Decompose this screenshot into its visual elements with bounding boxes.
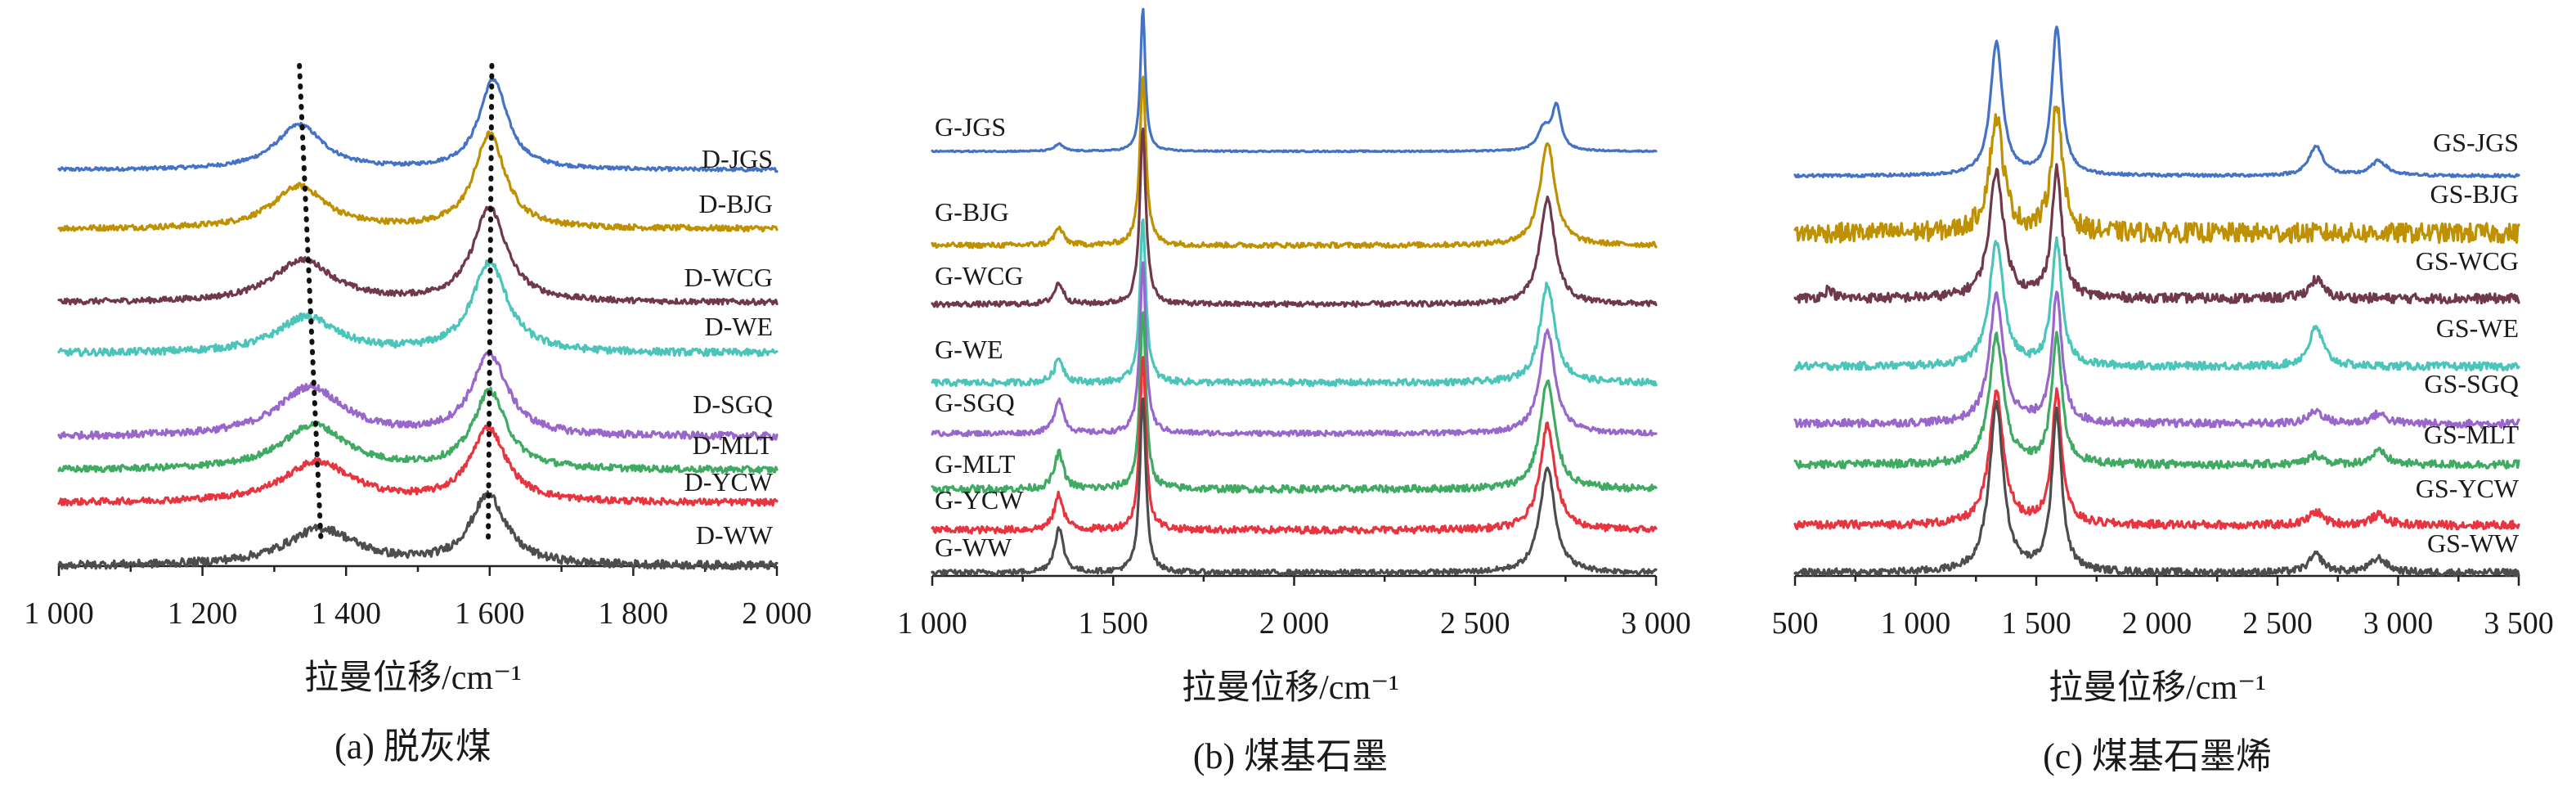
series-label-d-we: D-WE — [704, 312, 773, 341]
x-tick-label: 1 500 — [2001, 606, 2071, 641]
series-label-g-jgs: G-JGS — [935, 112, 1006, 142]
series-line-gs-mlt — [1793, 331, 2520, 470]
series-label-d-wcg: D-WCG — [684, 263, 773, 292]
series-line-d-wcg — [57, 205, 779, 307]
x-tick-label: 2 000 — [1259, 606, 1330, 641]
series-line-g-sgq — [931, 261, 1658, 438]
x-axis-title: 拉曼位移/cm⁻¹ — [1182, 668, 1399, 707]
series-line-gs-ww — [1793, 400, 2520, 578]
x-tick-label: 1 000 — [24, 596, 94, 631]
x-tick-label: 500 — [1772, 606, 1819, 641]
x-tick-label: 1 000 — [897, 606, 967, 641]
x-tick-label: 2 000 — [742, 596, 812, 631]
series-line-gs-wcg — [1793, 163, 2520, 305]
series-label-gs-bjg: GS-BJG — [2430, 179, 2519, 209]
series-line-gs-sgq — [1793, 290, 2520, 429]
series-line-d-ycw — [57, 425, 779, 507]
series-line-d-jgs — [57, 78, 779, 173]
x-tick-label: 1 400 — [311, 596, 381, 631]
series-label-g-sgq: G-SGQ — [935, 388, 1015, 417]
panel-caption: (b) 煤基石墨 — [1193, 736, 1388, 776]
g-band-guide-line — [486, 63, 495, 542]
series-line-g-ww — [931, 397, 1658, 577]
series-label-gs-jgs: GS-JGS — [2433, 128, 2519, 157]
d-band-guide-line — [297, 63, 324, 542]
x-tick-label: 3 000 — [2363, 606, 2434, 641]
series-label-d-ycw: D-YCW — [684, 467, 774, 497]
series-label-d-sgq: D-SGQ — [693, 389, 773, 419]
series-label-gs-we: GS-WE — [2436, 313, 2519, 343]
series-line-g-mlt — [931, 311, 1658, 494]
x-tick-label: 2 500 — [2242, 606, 2313, 641]
series-label-d-ww: D-WW — [696, 520, 774, 550]
series-label-g-mlt: G-MLT — [935, 449, 1016, 479]
panel-a: 1 000 1 200 1 400 1 600 1 800 2 000 拉曼位移/cm⁻¹ (… — [24, 63, 812, 767]
series-label-g-we: G-WE — [935, 335, 1003, 364]
x-axis-title: 拉曼位移/cm⁻¹ — [304, 659, 522, 697]
series-line-gs-jgs — [1793, 25, 2520, 179]
x-tick-label: 1 800 — [599, 596, 669, 631]
series-line-d-sgq — [57, 351, 779, 441]
series-line-gs-bjg — [1793, 106, 2520, 245]
series-label-gs-mlt: GS-MLT — [2424, 420, 2520, 449]
series-line-d-we — [57, 259, 779, 358]
x-tick-label: 1 500 — [1079, 606, 1149, 641]
series-label-d-jgs: D-JGS — [702, 144, 773, 173]
series-line-d-mlt — [57, 386, 779, 474]
x-tick-label: 2 500 — [1440, 606, 1510, 641]
series-line-g-we — [931, 218, 1658, 388]
x-tick-label: 1 000 — [1881, 606, 1951, 641]
series-line-g-ycw — [931, 356, 1658, 535]
series-label-gs-ycw: GS-YCW — [2416, 474, 2520, 503]
x-tick-label: 1 600 — [455, 596, 525, 631]
panel-c: 500 1 000 1 500 2 000 2 500 3 000 3 500 拉曼位移/cm… — [1772, 25, 2554, 776]
panel-b: 1 000 1 500 2 000 2 500 3 000 拉曼位移/cm⁻¹ (b) 煤基… — [897, 7, 1691, 776]
series-label-g-ycw: G-YCW — [935, 485, 1024, 515]
x-tick-label: 2 000 — [2122, 606, 2192, 641]
series-label-d-mlt: D-MLT — [693, 430, 774, 460]
series-line-d-bjg — [57, 130, 779, 233]
x-axis-title: 拉曼位移/cm⁻¹ — [2049, 668, 2266, 707]
series-label-gs-wcg: GS-WCG — [2416, 246, 2519, 276]
x-tick-label: 1 200 — [168, 596, 238, 631]
x-tick-label: 3 500 — [2484, 606, 2554, 641]
series-line-gs-we — [1793, 236, 2520, 372]
series-label-gs-sgq: GS-SGQ — [2424, 369, 2519, 398]
series-label-d-bjg: D-BJG — [698, 189, 773, 218]
series-line-d-ww — [57, 490, 779, 571]
panel-caption: (a) 脱灰煤 — [334, 726, 491, 767]
series-label-g-bjg: G-BJG — [935, 197, 1009, 227]
series-label-g-wcg: G-WCG — [935, 261, 1023, 290]
panel-caption: (c) 煤基石墨烯 — [2043, 736, 2272, 776]
x-tick-label: 3 000 — [1621, 606, 1691, 641]
series-line-g-bjg — [931, 75, 1658, 250]
series-line-gs-ycw — [1793, 387, 2520, 531]
series-label-g-ww: G-WW — [935, 533, 1012, 562]
series-line-g-wcg — [931, 127, 1658, 308]
series-line-g-jgs — [931, 7, 1658, 154]
series-label-gs-ww: GS-WW — [2427, 528, 2520, 558]
